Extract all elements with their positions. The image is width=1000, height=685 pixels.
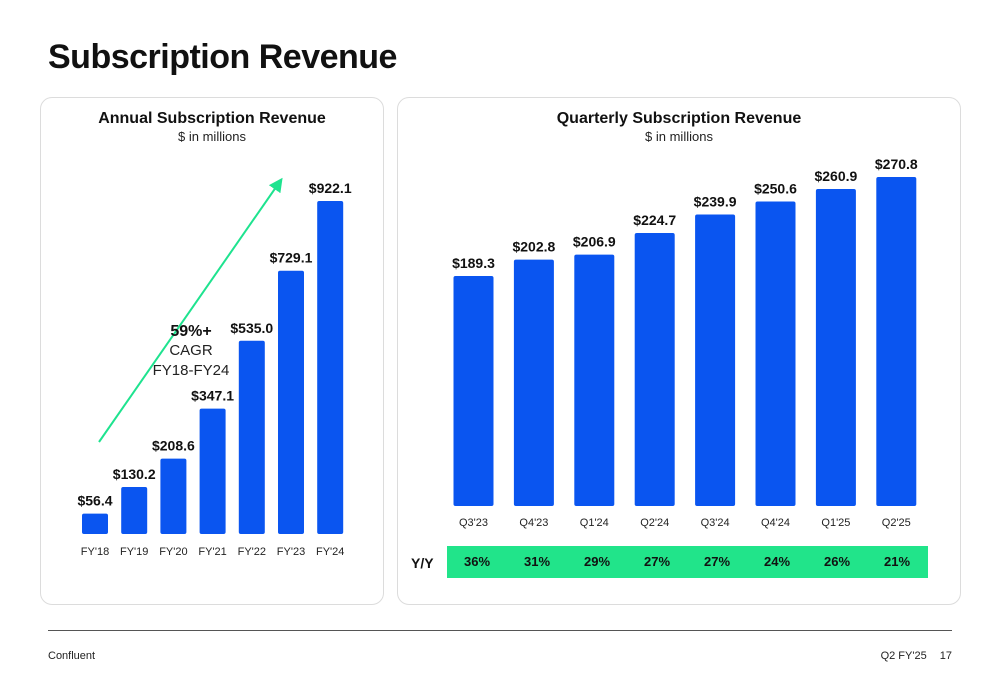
annual-revenue-panel: Annual Subscription Revenue $ in million… bbox=[40, 97, 384, 605]
x-tick-label: Q1'24 bbox=[580, 517, 609, 529]
bar bbox=[278, 270, 304, 534]
yy-value: 26% bbox=[823, 554, 851, 569]
yy-value: 24% bbox=[763, 554, 791, 569]
bar-data-label: $535.0 bbox=[230, 320, 273, 336]
bar-data-label: $922.1 bbox=[309, 180, 352, 196]
x-tick-label: FY'19 bbox=[120, 546, 148, 558]
bar bbox=[876, 177, 917, 506]
page-title: Subscription Revenue bbox=[48, 38, 397, 76]
yy-value: 36% bbox=[463, 554, 491, 569]
footer-period: Q2 FY'25 bbox=[880, 650, 927, 662]
bar-data-label: $729.1 bbox=[270, 250, 313, 266]
footer-meta: Q2 FY'25 17 bbox=[881, 650, 952, 662]
yy-value: 31% bbox=[523, 554, 551, 569]
bar-data-label: $347.1 bbox=[191, 388, 234, 404]
x-tick-label: FY'23 bbox=[277, 546, 305, 558]
bar-data-label: $224.7 bbox=[633, 212, 676, 228]
quarterly-chart-title: Quarterly Subscription Revenue bbox=[556, 110, 802, 127]
quarterly-revenue-panel: Quarterly Subscription Revenue $ in mill… bbox=[397, 97, 961, 605]
bar-data-label: $239.9 bbox=[694, 194, 737, 210]
x-tick-label: FY'22 bbox=[238, 546, 266, 558]
x-tick-label: FY'24 bbox=[316, 546, 344, 558]
yy-growth-strip: 36% 31% 29% 27% 27% 24% 26% 21% bbox=[447, 546, 928, 578]
bar bbox=[574, 254, 615, 506]
bar bbox=[815, 189, 856, 506]
annual-chart-title: Annual Subscription Revenue bbox=[98, 110, 326, 127]
cagr-range: FY18-FY24 bbox=[152, 362, 230, 379]
x-tick-label: Q3'23 bbox=[459, 517, 488, 529]
yy-value: 27% bbox=[643, 554, 671, 569]
bar-data-label: $130.2 bbox=[113, 466, 156, 482]
x-tick-label: Q2'25 bbox=[882, 517, 911, 529]
quarterly-chart-subtitle: $ in millions bbox=[645, 129, 713, 144]
x-tick-label: FY'20 bbox=[159, 546, 187, 558]
x-tick-label: Q2'24 bbox=[640, 517, 669, 529]
bar bbox=[513, 259, 554, 506]
annual-bar-chart: $56.4 FY'18 $130.2 FY'19 $208.6 FY'20 $347.1 FY… bbox=[77, 177, 352, 558]
bar bbox=[238, 340, 265, 534]
annual-chart-subtitle: $ in millions bbox=[178, 129, 246, 144]
quarterly-bar-chart: $189.3 Q3'23 $202.8 Q4'23 $206.9 Q1'24 $224.7 Q… bbox=[452, 156, 918, 529]
x-tick-label: Q4'24 bbox=[761, 517, 790, 529]
cagr-label: CAGR bbox=[169, 342, 213, 359]
bar-data-label: $189.3 bbox=[452, 255, 495, 271]
yy-value: 29% bbox=[583, 554, 611, 569]
footer-page-number: 17 bbox=[939, 650, 952, 662]
x-tick-label: FY'21 bbox=[198, 546, 226, 558]
footer-company: Confluent bbox=[48, 650, 96, 662]
cagr-arrow bbox=[98, 177, 283, 443]
bar bbox=[695, 214, 736, 506]
cagr-value: 59%+ bbox=[170, 323, 212, 340]
bar bbox=[121, 486, 148, 534]
yy-value: 21% bbox=[883, 554, 911, 569]
x-tick-label: FY'18 bbox=[81, 546, 109, 558]
x-tick-label: Q4'23 bbox=[519, 517, 548, 529]
bar bbox=[82, 513, 108, 534]
bar bbox=[160, 458, 187, 534]
x-tick-label: Q1'25 bbox=[821, 517, 850, 529]
bar-data-label: $270.8 bbox=[875, 156, 918, 172]
bar bbox=[317, 201, 344, 534]
yy-value: 27% bbox=[703, 554, 731, 569]
bar-data-label: $260.9 bbox=[814, 168, 857, 184]
bar bbox=[755, 201, 796, 506]
bar-data-label: $202.8 bbox=[512, 239, 555, 255]
yy-row-label: Y/Y bbox=[411, 555, 434, 571]
bar bbox=[199, 408, 226, 534]
cagr-callout: 59%+ CAGR FY18-FY24 bbox=[126, 323, 256, 381]
bar bbox=[453, 276, 494, 506]
footer-divider bbox=[48, 630, 952, 631]
x-tick-label: Q3'24 bbox=[701, 517, 730, 529]
bar-data-label: $250.6 bbox=[754, 181, 797, 197]
bar bbox=[634, 233, 675, 506]
bar-data-label: $56.4 bbox=[77, 493, 112, 509]
bar-data-label: $206.9 bbox=[573, 234, 616, 250]
bar-data-label: $208.6 bbox=[152, 438, 195, 454]
